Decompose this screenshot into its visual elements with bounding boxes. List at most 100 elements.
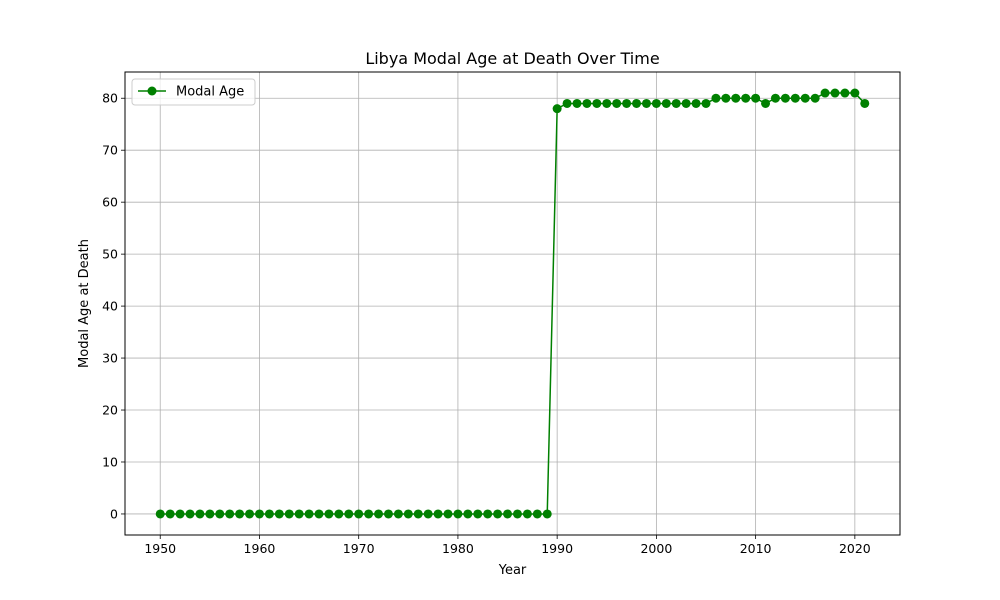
- data-point: [691, 98, 701, 108]
- data-point: [592, 98, 602, 108]
- data-point: [572, 98, 582, 108]
- data-point: [165, 509, 175, 519]
- legend-label-modal-age: Modal Age: [176, 85, 244, 100]
- data-point: [770, 93, 780, 103]
- data-point: [473, 509, 483, 519]
- data-point: [354, 509, 364, 519]
- data-point: [453, 509, 463, 519]
- data-point: [840, 88, 850, 98]
- chart-title: Libya Modal Age at Death Over Time: [365, 49, 659, 68]
- data-point: [403, 509, 413, 519]
- data-point: [205, 509, 215, 519]
- y-tick-label: 50: [102, 247, 118, 262]
- data-point: [423, 509, 433, 519]
- x-tick-label: 2010: [740, 541, 772, 556]
- data-point: [751, 93, 761, 103]
- data-point: [612, 98, 622, 108]
- data-point: [364, 509, 374, 519]
- data-point: [542, 509, 552, 519]
- x-axis-title: Year: [498, 563, 527, 578]
- data-point: [264, 509, 274, 519]
- data-point: [721, 93, 731, 103]
- y-tick-label: 60: [102, 195, 118, 210]
- data-point: [780, 93, 790, 103]
- data-point: [532, 509, 542, 519]
- data-point: [493, 509, 503, 519]
- data-point: [552, 104, 562, 114]
- y-tick-label: 20: [102, 403, 118, 418]
- data-point: [741, 93, 751, 103]
- data-point: [582, 98, 592, 108]
- data-point: [443, 509, 453, 519]
- data-point: [304, 509, 314, 519]
- data-point: [433, 509, 443, 519]
- data-point: [651, 98, 661, 108]
- data-point: [800, 93, 810, 103]
- data-point: [334, 509, 344, 519]
- data-point: [860, 98, 870, 108]
- y-tick-label: 80: [102, 91, 118, 106]
- data-point: [344, 509, 354, 519]
- legend-box: [131, 78, 256, 106]
- data-point: [850, 88, 860, 98]
- data-point: [215, 509, 225, 519]
- data-point: [185, 509, 195, 519]
- data-point: [483, 509, 493, 519]
- data-point: [383, 509, 393, 519]
- y-axis-ticks: 0 10 20 30 40 50 60 70 80: [102, 91, 125, 521]
- data-point: [632, 98, 642, 108]
- data-point: [671, 98, 681, 108]
- y-tick-label: 40: [102, 299, 118, 314]
- data-point: [622, 98, 632, 108]
- data-point: [254, 509, 264, 519]
- data-point: [393, 509, 403, 519]
- y-tick-label: 0: [110, 506, 118, 521]
- data-point: [810, 93, 820, 103]
- legend: Modal Age: [131, 78, 256, 106]
- y-tick-label: 30: [102, 351, 118, 366]
- data-point: [503, 509, 513, 519]
- plot-area: [124, 71, 901, 536]
- data-point: [314, 509, 324, 519]
- data-point: [790, 93, 800, 103]
- data-point: [324, 509, 334, 519]
- x-tick-label: 1950: [144, 541, 176, 556]
- data-point: [711, 93, 721, 103]
- data-point: [512, 509, 522, 519]
- data-point: [195, 509, 205, 519]
- data-point: [463, 509, 473, 519]
- data-point: [175, 509, 185, 519]
- data-point: [681, 98, 691, 108]
- data-point: [761, 98, 771, 108]
- x-tick-label: 2000: [640, 541, 672, 556]
- y-axis-title: Modal Age at Death: [77, 239, 92, 368]
- x-tick-label: 1980: [442, 541, 474, 556]
- data-point: [830, 88, 840, 98]
- data-point: [235, 509, 245, 519]
- data-point: [701, 98, 711, 108]
- data-point: [284, 509, 294, 519]
- data-point: [641, 98, 651, 108]
- x-axis-ticks: 1950 1960 1970 1980 1990 2000 2010 2020: [144, 535, 871, 556]
- data-point: [155, 509, 165, 519]
- y-tick-label: 70: [102, 143, 118, 158]
- series-layer: [155, 88, 870, 519]
- data-point: [602, 98, 612, 108]
- data-point: [661, 98, 671, 108]
- data-point: [245, 509, 255, 519]
- x-tick-label: 2020: [839, 541, 871, 556]
- data-point: [274, 509, 284, 519]
- data-point: [522, 509, 532, 519]
- legend-marker-swatch: [147, 86, 157, 96]
- data-point: [731, 93, 741, 103]
- x-tick-label: 1990: [541, 541, 573, 556]
- data-point: [820, 88, 830, 98]
- data-point: [374, 509, 384, 519]
- x-tick-label: 1960: [244, 541, 276, 556]
- data-point: [413, 509, 423, 519]
- data-point: [294, 509, 304, 519]
- data-point: [225, 509, 235, 519]
- x-tick-label: 1970: [343, 541, 375, 556]
- y-tick-label: 10: [102, 454, 118, 469]
